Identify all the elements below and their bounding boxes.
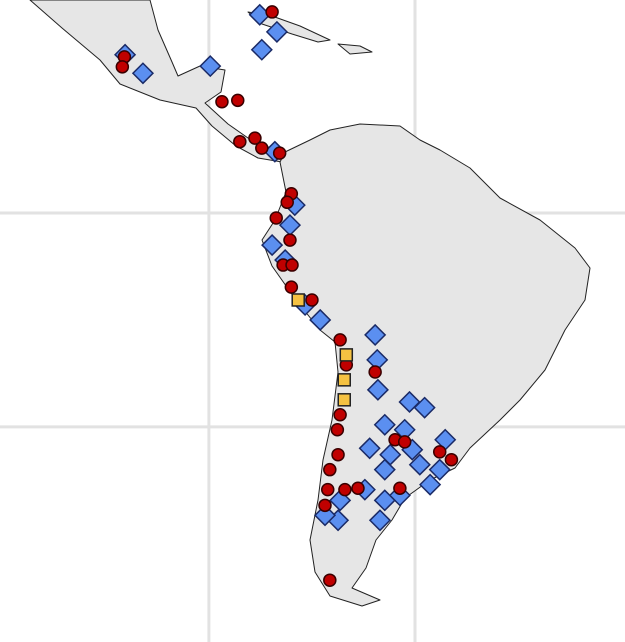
circle-marker: [233, 134, 247, 149]
circle-marker: [321, 482, 335, 497]
diamond-marker: [364, 323, 387, 346]
circle-marker: [331, 447, 345, 462]
diamond-marker: [313, 504, 337, 527]
circle-marker: [333, 333, 347, 347]
diamond-marker: [250, 38, 273, 61]
circle-marker: [318, 498, 332, 513]
circle-marker: [330, 423, 345, 437]
diamond-marker: [368, 509, 392, 532]
diamond-marker: [309, 308, 332, 332]
circle-marker: [285, 258, 299, 272]
circle-marker: [368, 365, 382, 379]
circle-marker: [272, 146, 287, 160]
diamond-marker: [366, 378, 389, 401]
square-marker: [339, 348, 354, 362]
diamond-marker: [373, 458, 396, 481]
square-marker: [337, 373, 351, 387]
diamond-marker: [358, 437, 381, 460]
diamond-marker: [199, 55, 222, 78]
circle-marker: [269, 211, 283, 225]
diamond-marker: [428, 458, 451, 481]
circle-marker: [215, 95, 229, 109]
circle-marker: [255, 141, 269, 155]
circle-marker: [351, 481, 365, 495]
circle-marker: [333, 408, 347, 422]
circle-marker: [432, 445, 447, 459]
diamond-marker: [373, 489, 396, 512]
diamond-marker: [131, 62, 155, 85]
circle-marker: [265, 5, 279, 19]
circle-marker: [393, 481, 407, 495]
diamond-marker: [373, 413, 396, 436]
circle-marker: [231, 93, 245, 108]
hispaniola: [337, 43, 373, 55]
diamond-marker: [265, 20, 288, 43]
diamond-marker: [408, 453, 431, 476]
diamond-marker: [413, 396, 436, 419]
diamond-marker: [419, 473, 442, 496]
circle-marker: [284, 280, 299, 294]
markers: [114, 3, 459, 587]
cuba: [247, 11, 331, 43]
circle-marker: [323, 573, 337, 587]
circle-marker: [338, 482, 352, 497]
circle-marker: [280, 195, 294, 210]
square-marker: [291, 293, 305, 307]
circle-marker: [248, 131, 262, 145]
circle-marker: [305, 293, 319, 307]
diamond-marker: [261, 234, 284, 257]
circle-marker: [323, 462, 337, 477]
circle-marker: [283, 233, 297, 247]
circle-marker: [115, 60, 130, 74]
square-marker: [337, 393, 351, 407]
circle-marker: [444, 452, 459, 467]
circle-marker: [397, 435, 412, 449]
